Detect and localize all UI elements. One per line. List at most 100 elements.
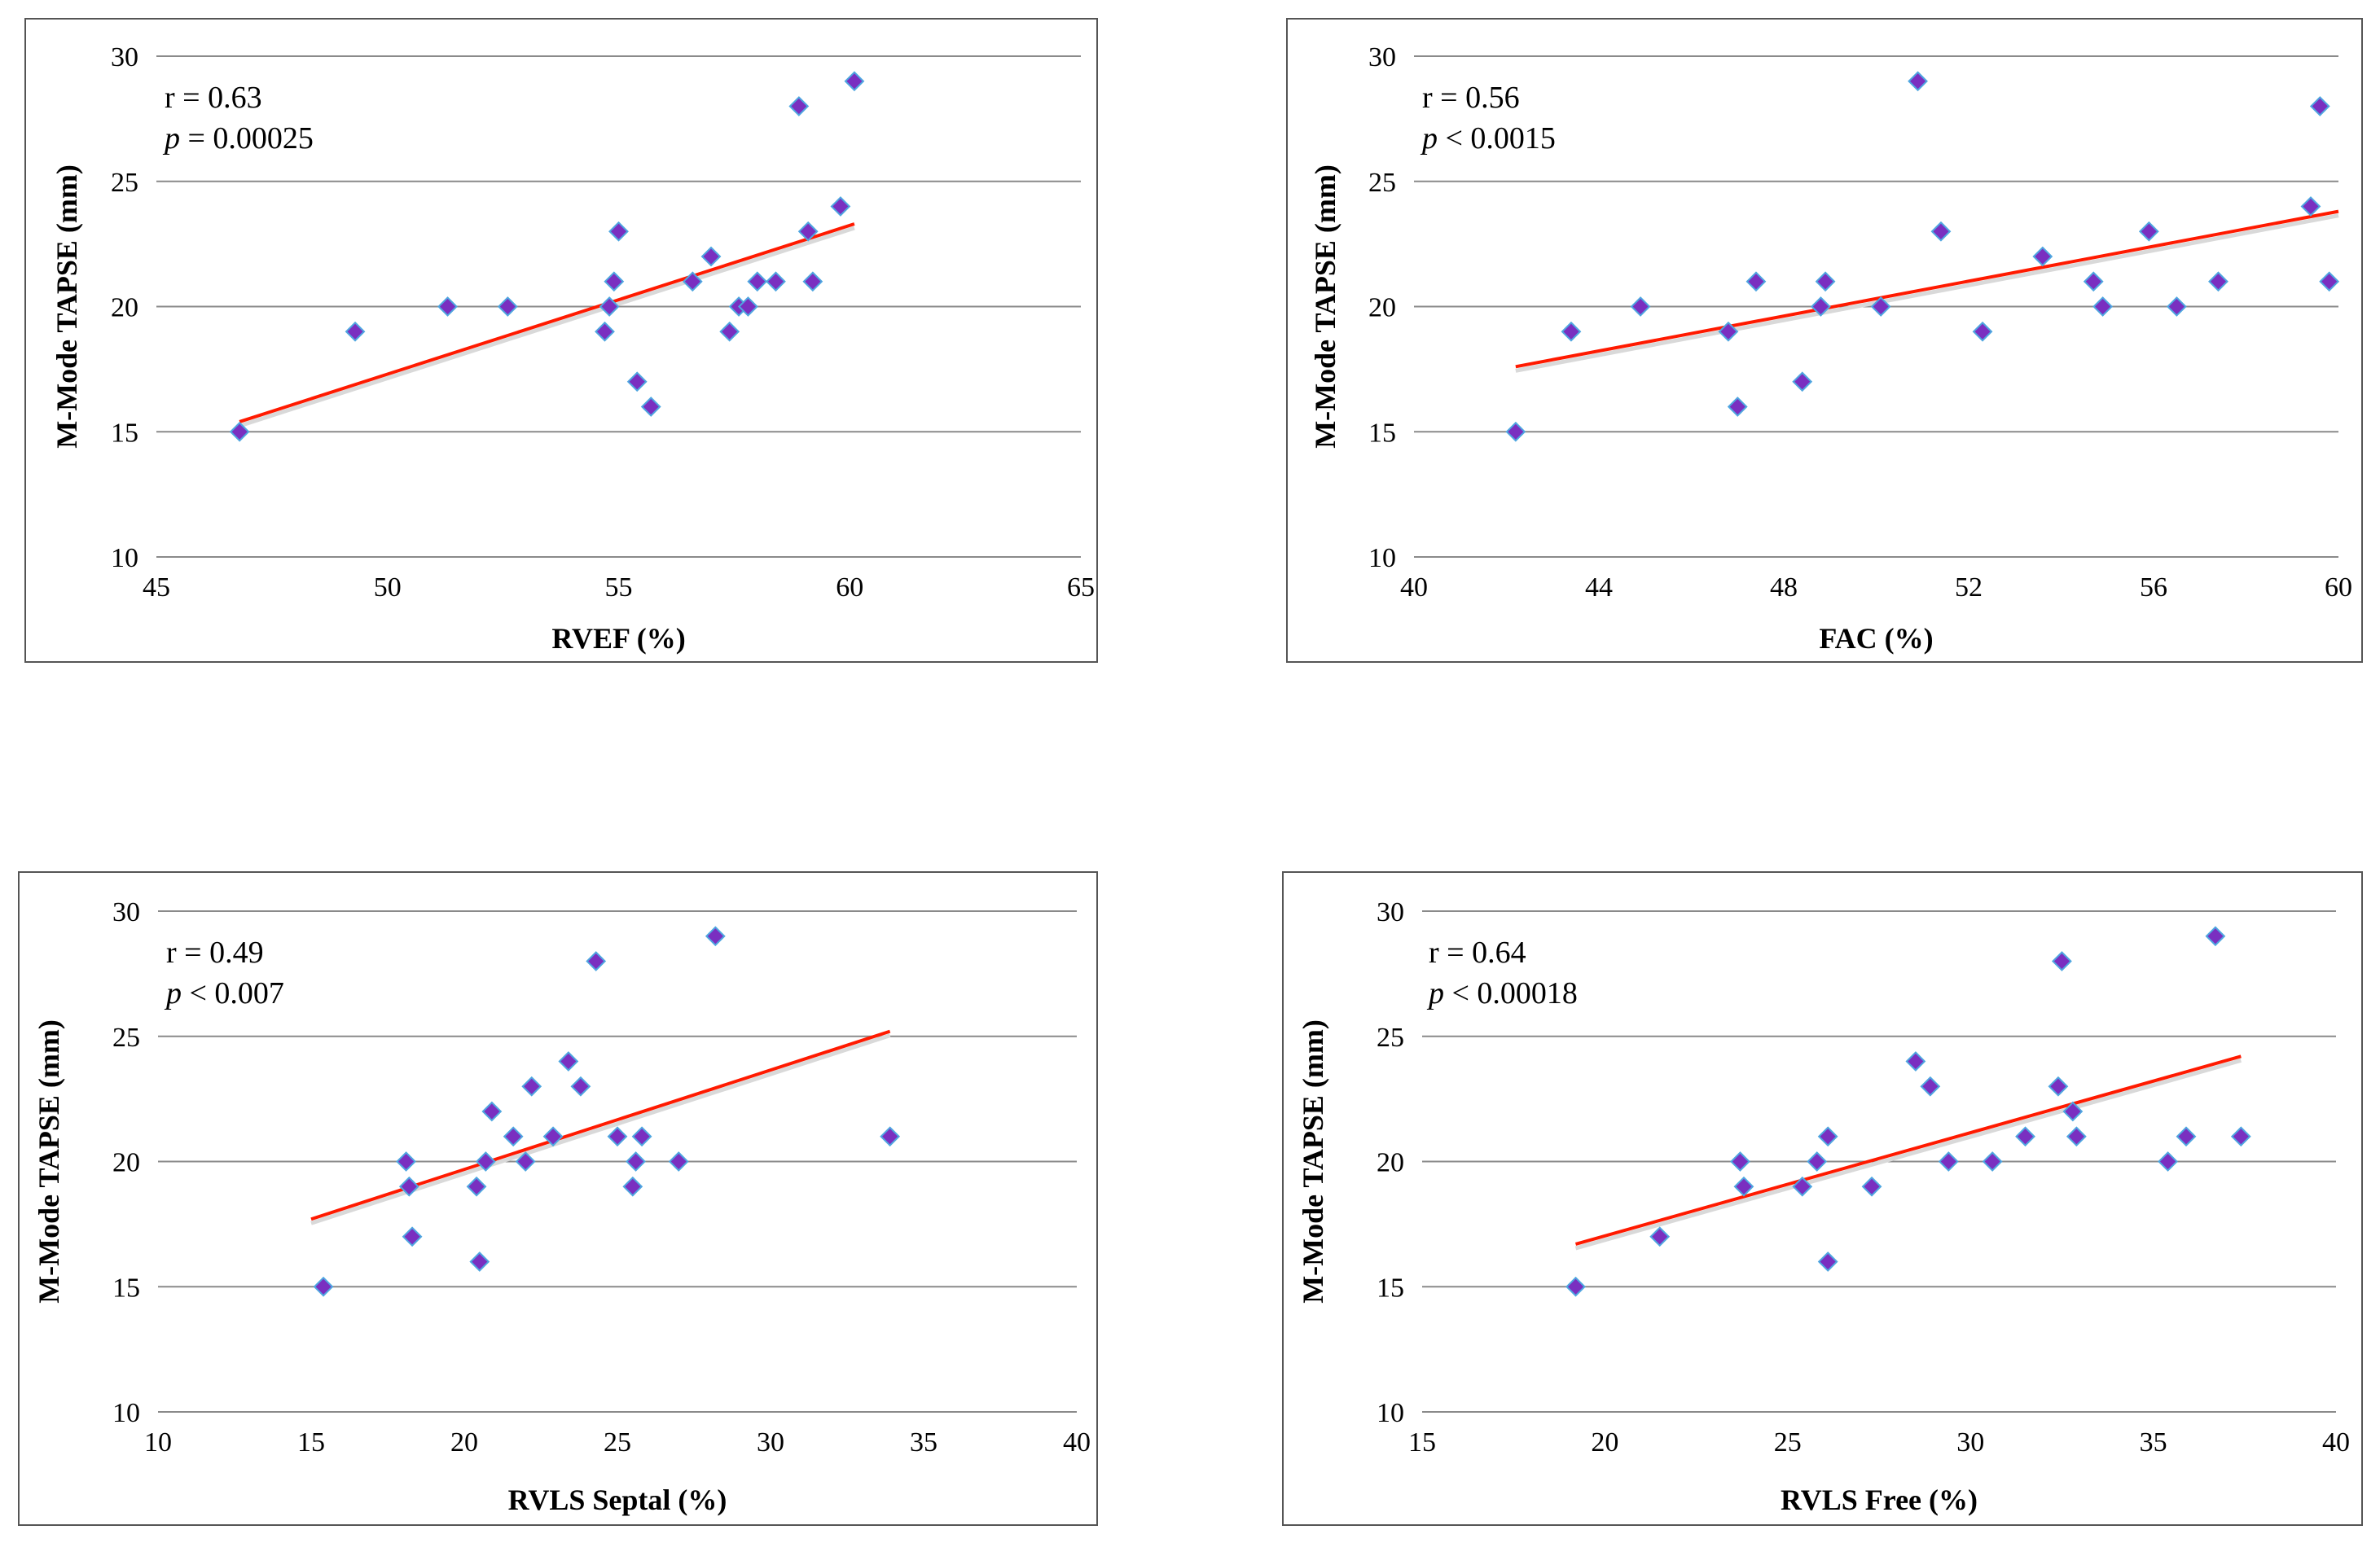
- data-point-0: [313, 1276, 334, 1297]
- y-tick-label-20: 20: [1368, 293, 1396, 323]
- data-point-16: [2138, 221, 2159, 242]
- y-tick-label-20: 20: [111, 293, 138, 323]
- data-point-4: [1792, 1176, 1813, 1197]
- data-point-14: [2048, 1076, 2069, 1097]
- data-point-3: [497, 296, 518, 317]
- data-point-3: [1718, 321, 1739, 342]
- correlation-r-text: r = 0.63: [165, 81, 262, 115]
- y-tick-label-10: 10: [112, 1398, 140, 1428]
- data-point-1: [1649, 1226, 1671, 1247]
- x-tick-label-40: 40: [1063, 1427, 1091, 1458]
- data-point-7: [481, 1101, 503, 1122]
- x-tick-label-10: 10: [144, 1427, 172, 1458]
- y-tick-label-15: 15: [112, 1273, 140, 1303]
- data-point-0: [1565, 1276, 1586, 1297]
- data-point-13: [2032, 246, 2053, 267]
- data-point-15: [2051, 951, 2072, 971]
- data-point-8: [626, 371, 648, 392]
- data-point-20: [2205, 926, 2226, 947]
- p-symbol: p: [162, 121, 180, 156]
- correlation-r-text: r = 0.49: [166, 936, 264, 970]
- data-point-7: [1810, 296, 1831, 317]
- correlation-r-text: r = 0.56: [1422, 81, 1520, 115]
- p-value: < 0.0015: [1438, 121, 1556, 156]
- data-point-8: [1815, 271, 1836, 292]
- y-tick-label-15: 15: [111, 418, 138, 448]
- data-point-15: [2092, 296, 2113, 317]
- p-symbol: p: [164, 976, 182, 1010]
- data-point-7: [608, 221, 629, 242]
- data-point-6: [475, 1151, 496, 1172]
- data-point-16: [622, 1176, 643, 1197]
- data-point-2: [398, 1176, 419, 1197]
- y-tick-label-15: 15: [1368, 418, 1396, 448]
- trendline-shadow: [310, 1033, 891, 1225]
- data-point-1: [1561, 321, 1582, 342]
- chart-panel-rvls-free: 10 15 20 25 30 15 20 25 30 35 40 RVLS Free (%) M-Mod…: [1282, 871, 2363, 1526]
- data-point-7: [1817, 1251, 1838, 1272]
- data-point-12: [719, 321, 740, 342]
- x-tick-label-65: 65: [1067, 572, 1095, 603]
- data-point-14: [2083, 271, 2104, 292]
- data-point-15: [747, 271, 768, 292]
- chart-svg-rvls-septal: 10 15 20 25 30 10 15 20 25 30 35 40 RVLS Septal (%) M…: [33, 897, 1091, 1516]
- p-value: = 0.00025: [180, 121, 314, 156]
- x-axis-title: FAC (%): [1819, 622, 1933, 655]
- data-point-9: [640, 397, 661, 417]
- data-point-21: [2319, 271, 2340, 292]
- x-tick-label-25: 25: [1774, 1427, 1802, 1458]
- chart-panel-rvef: 10 15 20 25 30 45 50 55 60 65 RVEF (%) M-Mode TAPSE…: [24, 18, 1098, 663]
- p-symbol: p: [1426, 976, 1444, 1010]
- data-point-21: [880, 1126, 901, 1147]
- data-point-5: [469, 1251, 490, 1272]
- data-point-14: [586, 951, 607, 971]
- y-tick-label-10: 10: [1377, 1398, 1404, 1428]
- chart-panel-fac: 10 15 20 25 30 40 44 48 52 56 60 FAC (%) M-Mode TAPS…: [1286, 18, 2363, 663]
- x-tick-label-35: 35: [2140, 1427, 2167, 1458]
- y-axis-title: M-Mode TAPSE (mm): [1297, 1019, 1329, 1304]
- data-point-11: [1938, 1151, 1959, 1172]
- data-point-18: [2158, 1151, 2178, 1172]
- data-point-8: [1861, 1176, 1882, 1197]
- data-point-3: [1733, 1176, 1754, 1197]
- x-axis-title: RVLS Septal (%): [508, 1484, 727, 1516]
- chart-panel-rvls-septal: 10 15 20 25 30 10 15 20 25 30 35 40 RVLS Septal (%) M…: [18, 871, 1098, 1526]
- x-tick-label-55: 55: [605, 572, 633, 603]
- data-point-3: [402, 1226, 423, 1247]
- x-tick-label-30: 30: [1956, 1427, 1984, 1458]
- x-tick-label-20: 20: [450, 1427, 478, 1458]
- data-point-12: [558, 1051, 579, 1072]
- x-tick-label-52: 52: [1955, 572, 1983, 603]
- x-tick-label-35: 35: [910, 1427, 938, 1458]
- x-tick-label-60: 60: [2325, 572, 2352, 603]
- data-point-6: [1792, 371, 1813, 392]
- data-point-11: [542, 1126, 564, 1147]
- data-point-4: [595, 321, 615, 342]
- x-axis-title: RVEF (%): [551, 622, 685, 655]
- data-point-9: [1870, 296, 1891, 317]
- data-point-5: [1745, 271, 1767, 292]
- x-tick-label-20: 20: [1591, 1427, 1618, 1458]
- x-tick-label-25: 25: [604, 1427, 631, 1458]
- y-tick-label-25: 25: [1377, 1023, 1404, 1053]
- data-point-21: [2230, 1126, 2251, 1147]
- y-tick-label-15: 15: [1377, 1273, 1404, 1303]
- x-tick-label-50: 50: [374, 572, 402, 603]
- data-point-18: [797, 221, 819, 242]
- data-point-11: [1930, 221, 1952, 242]
- p-value-text: p < 0.0015: [1420, 121, 1556, 156]
- data-point-21: [844, 71, 865, 92]
- data-point-0: [1505, 421, 1526, 442]
- y-axis-title: M-Mode TAPSE (mm): [50, 164, 83, 449]
- data-point-20: [2309, 96, 2330, 116]
- data-point-19: [2176, 1126, 2197, 1147]
- y-axis-title: M-Mode TAPSE (mm): [33, 1019, 65, 1304]
- data-point-2: [1730, 1151, 1750, 1172]
- data-point-4: [1727, 397, 1748, 417]
- data-point-13: [570, 1076, 591, 1097]
- data-point-18: [2208, 271, 2229, 292]
- y-tick-label-10: 10: [1368, 543, 1396, 573]
- data-point-16: [2062, 1101, 2084, 1122]
